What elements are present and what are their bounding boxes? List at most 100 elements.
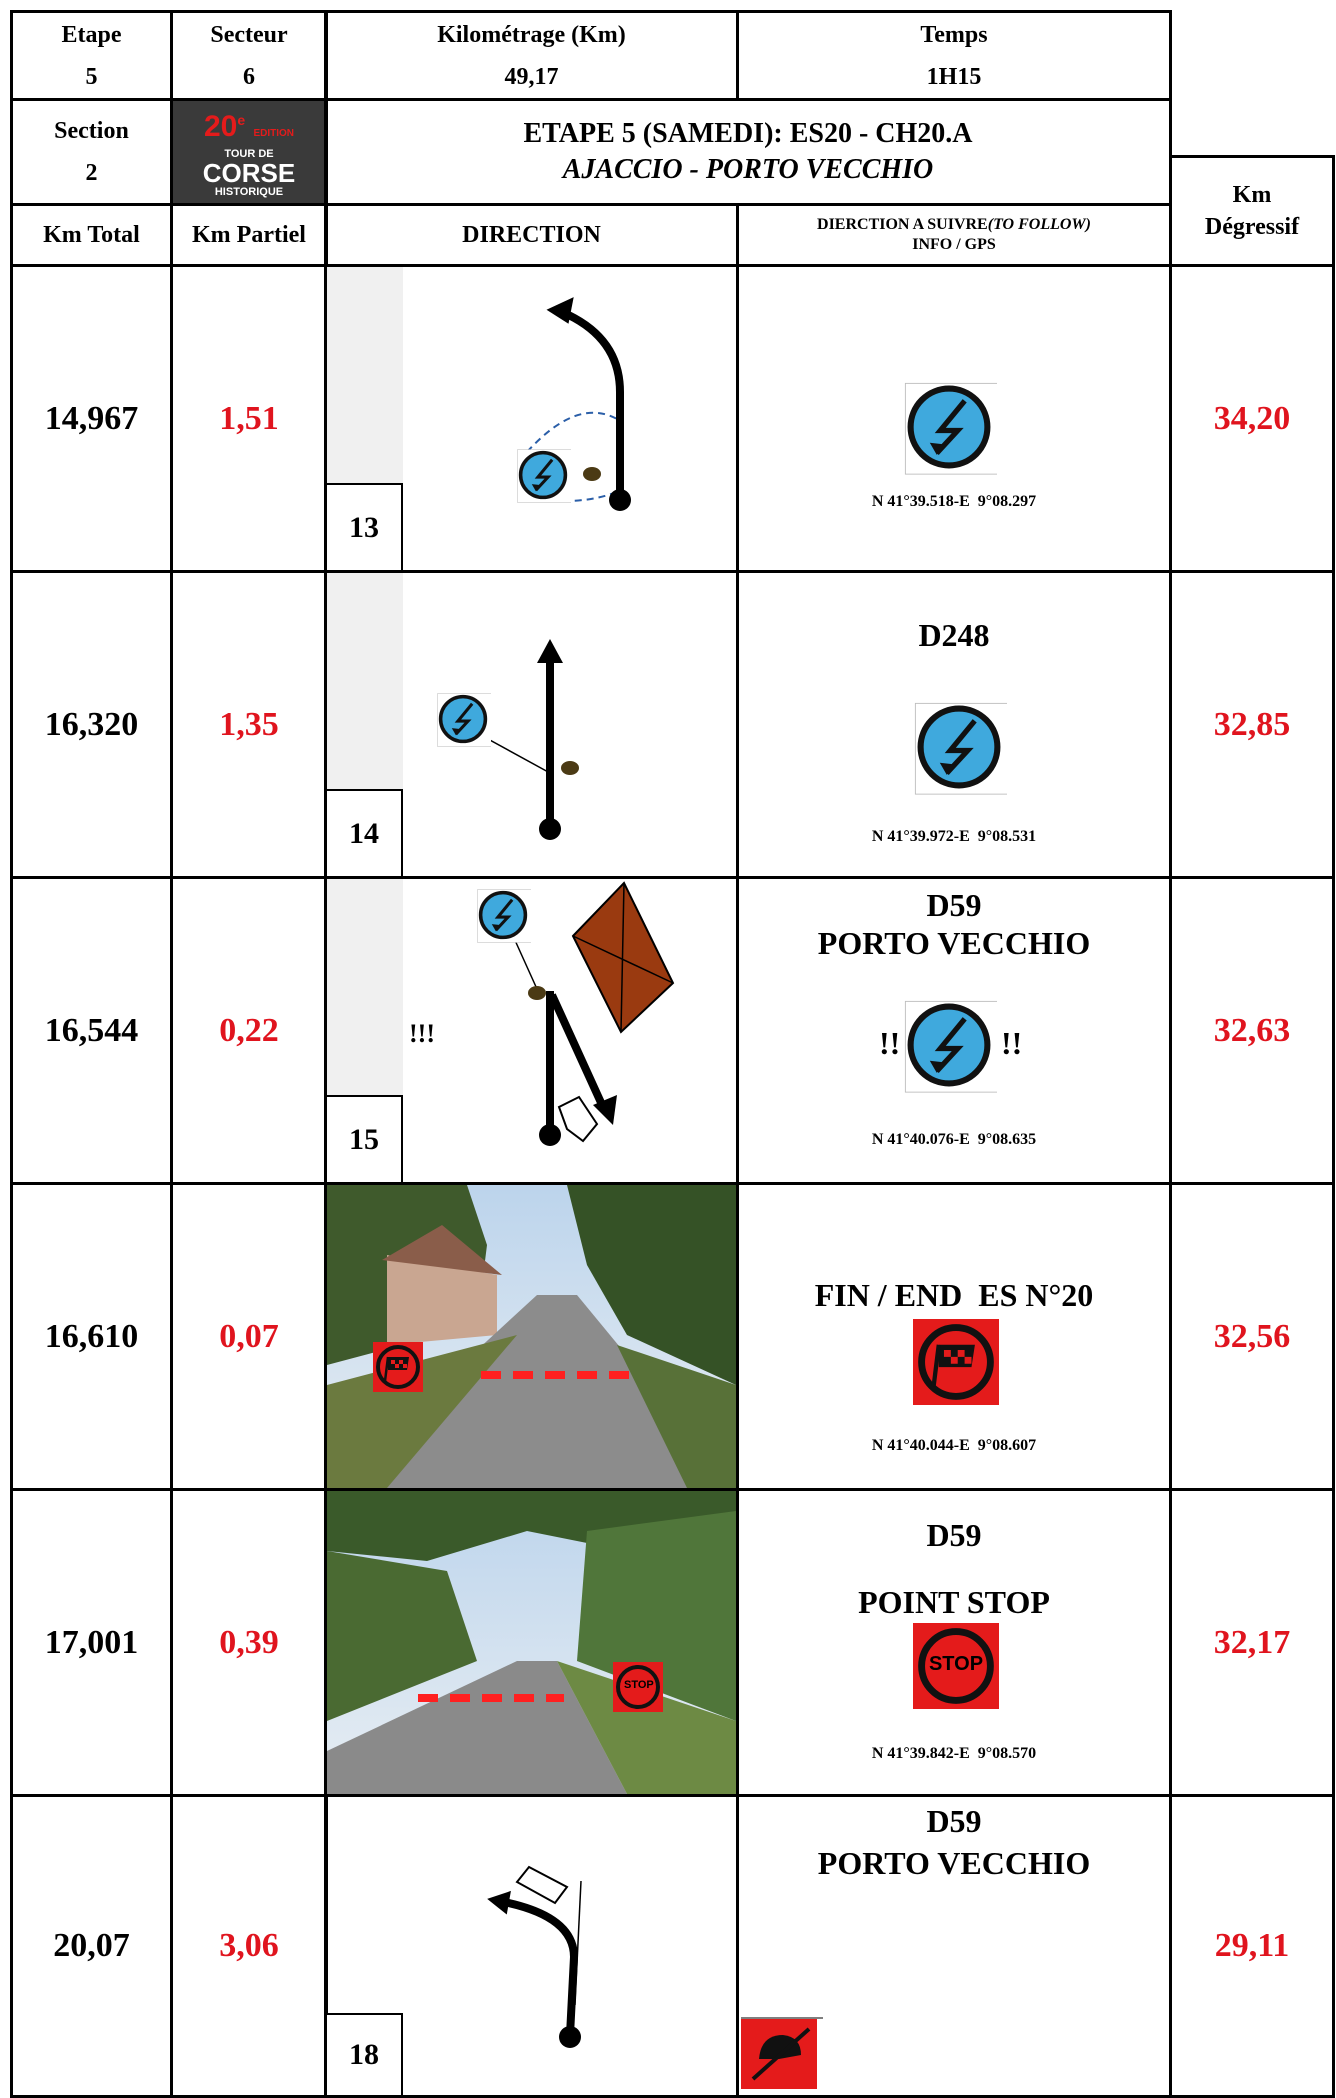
column-header: DIERCTION A SUIVRE(TO FOLLOW) INFO / GPS	[736, 203, 1172, 267]
km-degressif: 32,63	[1169, 876, 1335, 1185]
place: POINT STOP	[858, 1584, 1050, 1620]
info-cell: D59 POINT STOP STOP N 41°39.842-E 9°08.5…	[736, 1488, 1172, 1797]
value: 32,17	[1213, 1623, 1291, 1661]
road: FIN / END ES N°20	[814, 1277, 1094, 1313]
box-number: 14	[327, 789, 403, 876]
helmet-sign	[741, 2017, 823, 2089]
road: D59	[926, 1517, 982, 1553]
info-cell: N 41°39.518-E 9°08.297	[736, 264, 1172, 573]
km-degressif: 32,56	[1169, 1182, 1335, 1491]
km-partiel: 0,07	[170, 1182, 328, 1491]
label: DIRECTION	[462, 222, 601, 248]
value: 3,06	[219, 1927, 279, 1964]
marks: !!	[1001, 1025, 1023, 1061]
value: 2	[85, 160, 98, 186]
value: 1,51	[219, 399, 279, 437]
info-cell: FIN / END ES N°20 N 41°40.044-E 9°08.607	[736, 1182, 1172, 1491]
km-cell: Kilométrage (Km) 49,17	[324, 10, 739, 101]
box-number: 15	[327, 1095, 403, 1182]
photo-cell: STOP	[324, 1488, 739, 1797]
logo-edition: 20	[203, 110, 238, 143]
value: 16,320	[44, 705, 139, 743]
km-partiel: 3,06	[170, 1794, 328, 2098]
logo: 20e EDITION TOUR DE CORSE HISTORIQUE	[170, 98, 328, 206]
info-cell: D59 PORTO VECCHIO !! !! N 41°40.076-E 9°…	[736, 876, 1172, 1185]
info-cell: D248 N 41°39.972-E 9°08.531	[736, 570, 1172, 879]
gps: N 41°39.842-E 9°08.570	[871, 1745, 1037, 1762]
road: D59	[926, 887, 982, 923]
tulip	[515, 297, 631, 511]
value: 5	[85, 63, 98, 90]
label: INFO / GPS	[912, 236, 996, 253]
km-partiel: 1,51	[170, 264, 328, 573]
value: 6	[243, 63, 255, 90]
km-total: 17,001	[10, 1488, 173, 1797]
gps: N 41°40.076-E 9°08.635	[871, 1131, 1037, 1148]
km-degressif: 29,11	[1169, 1794, 1335, 2098]
box-number: 18	[327, 2013, 403, 2095]
photo-cell	[324, 1182, 739, 1491]
km-partiel: 1,35	[170, 570, 328, 879]
value: 32,85	[1213, 705, 1291, 743]
road: D248	[918, 617, 990, 653]
secteur-cell: Secteur 6	[170, 10, 328, 101]
info-cell: D59 PORTO VECCHIO	[736, 1794, 1172, 2098]
place: PORTO VECCHIO	[817, 1845, 1091, 1881]
place: PORTO VECCHIO	[817, 925, 1091, 961]
km-total: 20,07	[10, 1794, 173, 2098]
label: Km Partiel	[192, 222, 306, 248]
logo-line: CORSE	[202, 158, 296, 188]
column-header: Km Total	[10, 203, 173, 267]
value: 0,07	[219, 1317, 279, 1355]
km-total: 16,320	[10, 570, 173, 879]
value: 1,35	[219, 705, 279, 743]
section-cell: Section 2	[10, 98, 173, 206]
title: ETAPE 5 (SAMEDI): ES20 - CH20.A	[523, 118, 973, 149]
km-degressif: 34,20	[1169, 264, 1335, 573]
value: 32,56	[1213, 1317, 1291, 1355]
label: DIERCTION A SUIVRE	[817, 216, 988, 233]
label: Kilométrage (Km)	[437, 21, 626, 48]
column-header: Km Partiel	[170, 203, 328, 267]
value: 0,22	[219, 1011, 279, 1049]
direction-cell: 14	[324, 570, 739, 879]
tulip	[475, 881, 675, 1146]
km-partiel: 0,39	[170, 1488, 328, 1797]
logo-line: HISTORIQUE	[214, 186, 284, 198]
sign-text: STOP	[624, 1679, 654, 1691]
etape-cell: Etape 5	[10, 10, 173, 101]
value: 32,63	[1213, 1011, 1291, 1049]
sign	[739, 267, 1169, 570]
direction-cell: 13	[324, 264, 739, 573]
photo	[327, 1491, 736, 1794]
column-header: Km Dégressif	[1169, 155, 1335, 267]
tulip	[435, 639, 579, 840]
km-degressif: 32,17	[1169, 1488, 1335, 1797]
value: 17,001	[44, 1623, 139, 1661]
gps: N 41°39.518-E 9°08.297	[871, 493, 1037, 510]
box-number: 13	[327, 483, 403, 570]
label: Km Total	[43, 222, 140, 248]
km-total: 16,544	[10, 876, 173, 1185]
photo	[327, 1185, 736, 1488]
label: Temps	[920, 21, 988, 48]
gps: N 41°39.972-E 9°08.531	[871, 828, 1037, 845]
value: 20,07	[53, 1927, 130, 1964]
gps: N 41°40.044-E 9°08.607	[871, 1437, 1037, 1454]
km-total: 16,610	[10, 1182, 173, 1491]
label: Km	[1232, 182, 1272, 208]
road: D59	[926, 1803, 982, 1839]
title-cell: ETAPE 5 (SAMEDI): ES20 - CH20.A AJACCIO -…	[324, 98, 1172, 206]
label: (TO FOLLOW)	[987, 216, 1091, 233]
label: Etape	[61, 21, 122, 48]
value: 16,610	[44, 1317, 139, 1355]
logo-word: EDITION	[253, 128, 295, 139]
subtitle: AJACCIO - PORTO VECCHIO	[562, 154, 934, 185]
value: 34,20	[1213, 399, 1291, 437]
value: 49,17	[504, 63, 559, 90]
logo-line: TOUR DE	[224, 148, 274, 160]
tulip	[487, 1865, 582, 2048]
value: 0,39	[219, 1623, 279, 1661]
km-degressif: 32,85	[1169, 570, 1335, 879]
